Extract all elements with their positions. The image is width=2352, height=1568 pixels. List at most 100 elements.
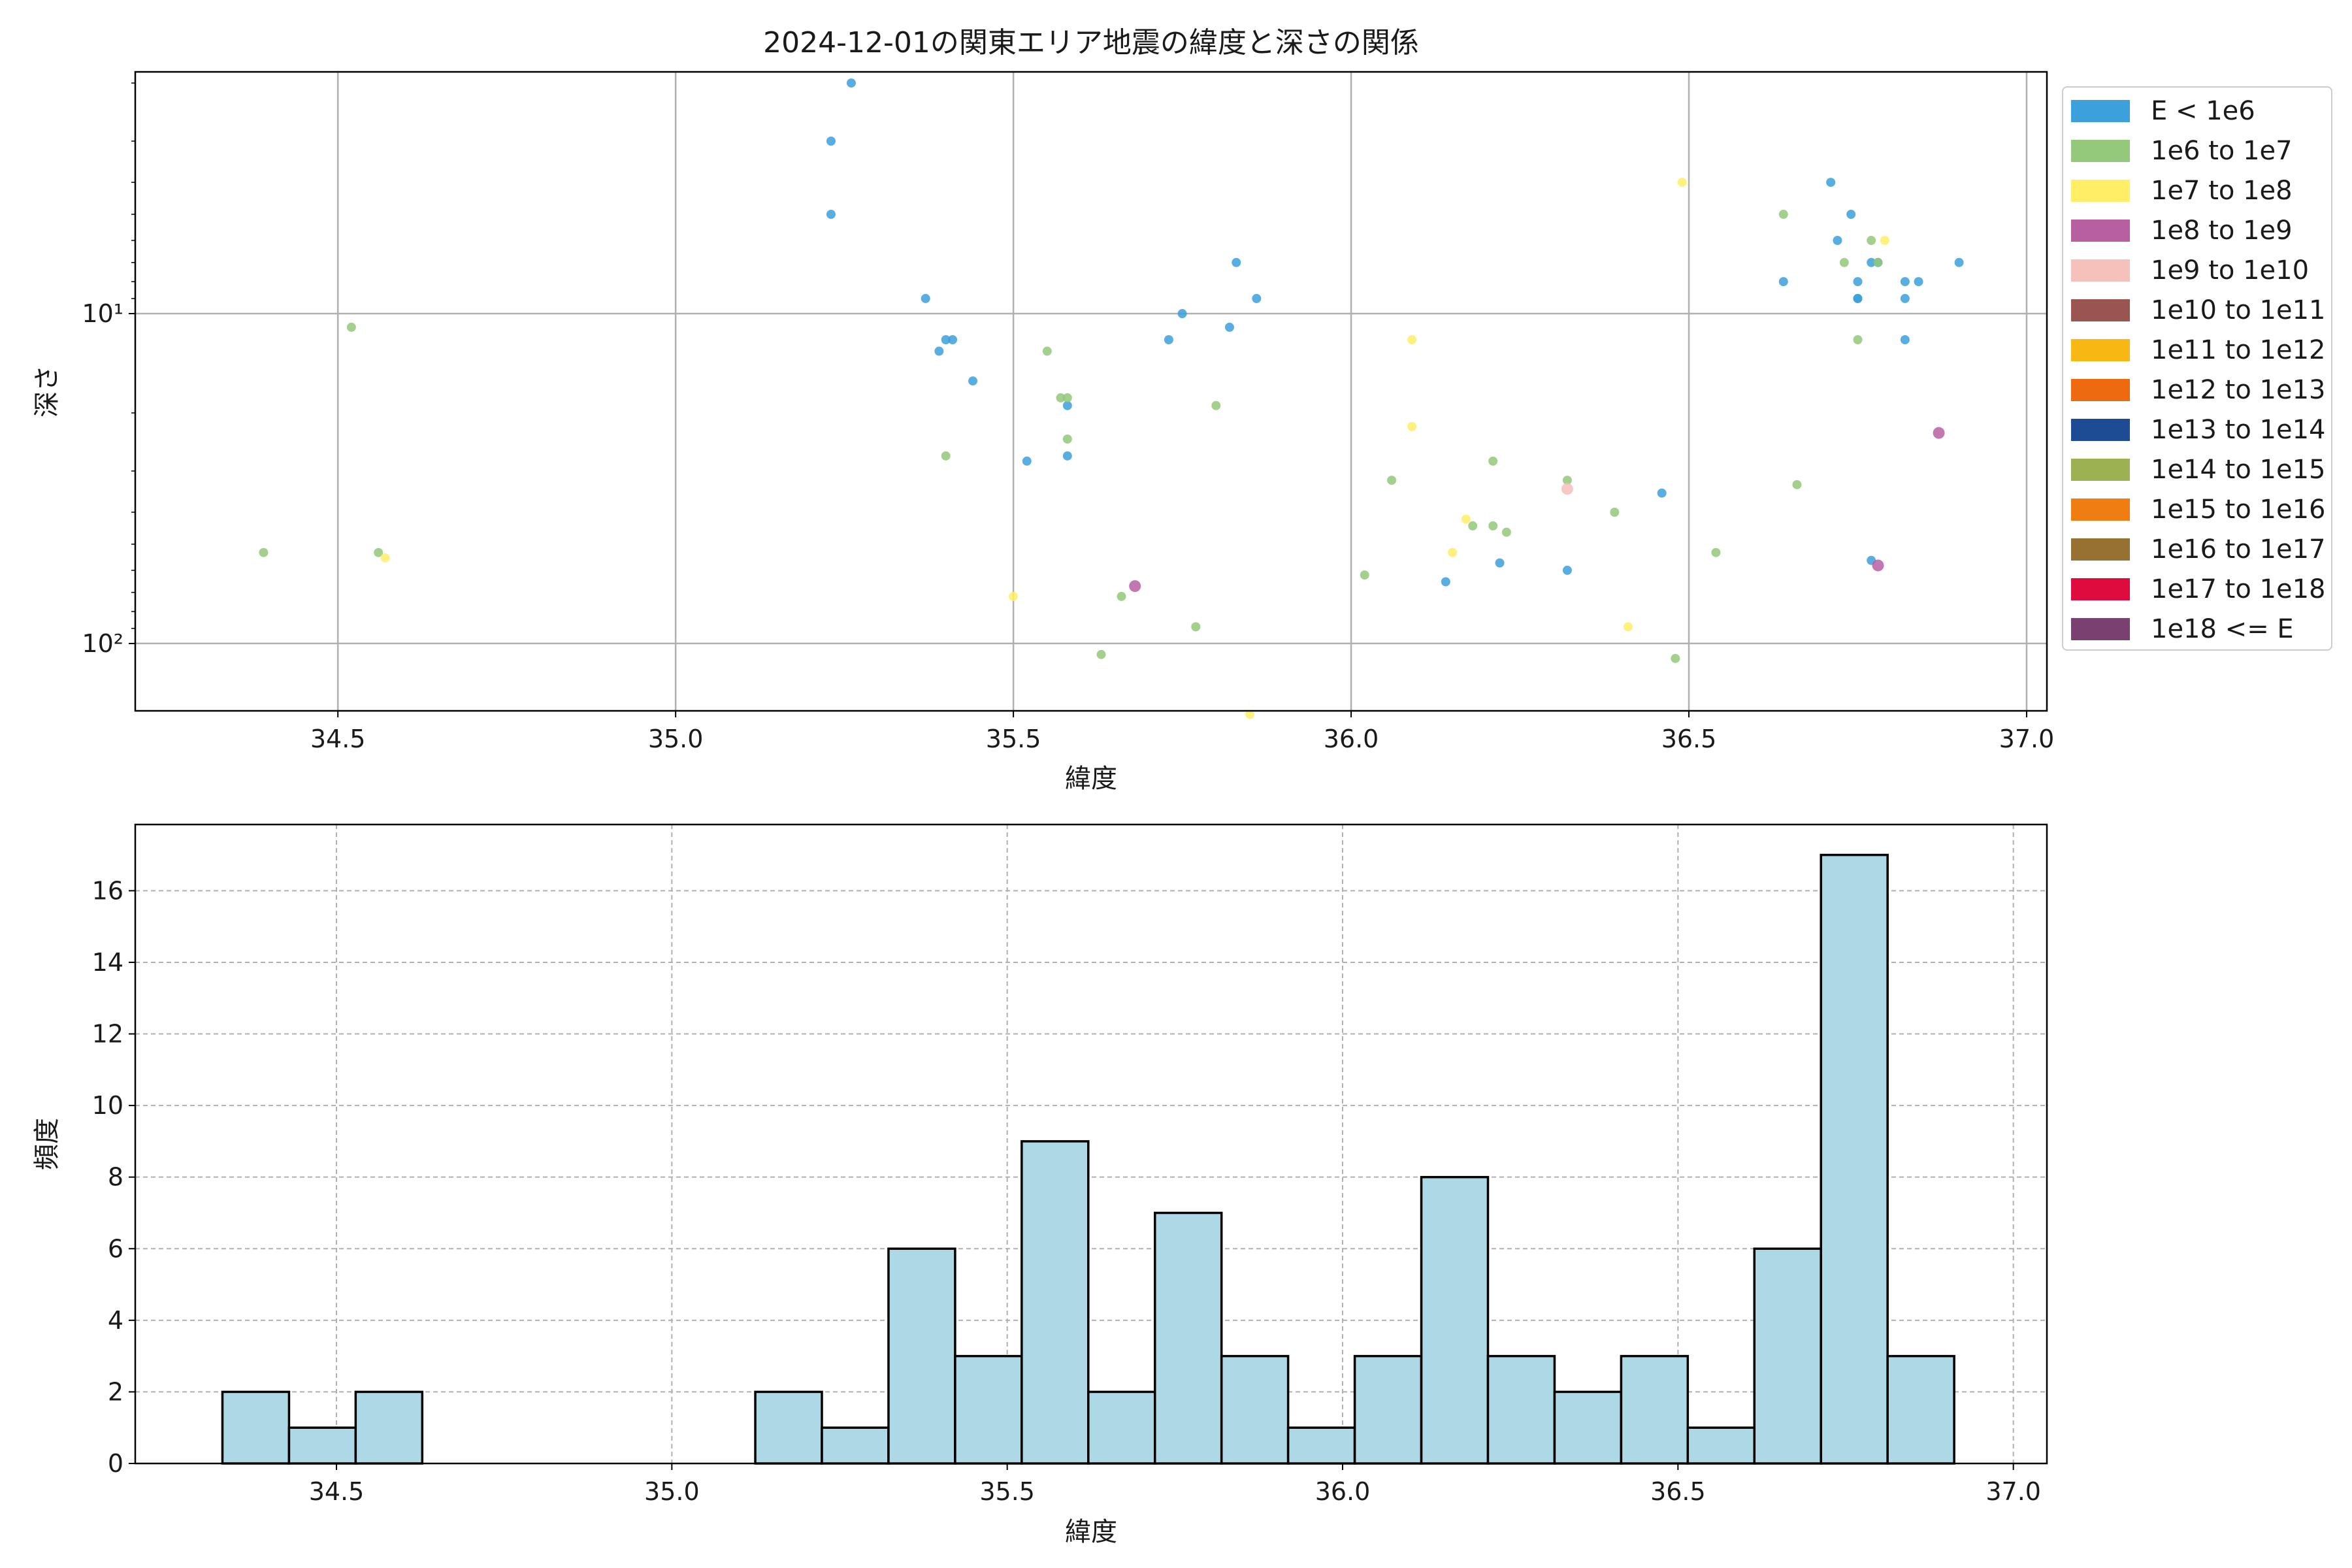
histogram-y-tick-label: 4: [108, 1306, 123, 1335]
legend-label: 1e14 to 1e15: [2151, 455, 2326, 485]
histogram-bar: [1820, 853, 1889, 1465]
scatter-x-tick-label: 34.5: [310, 725, 366, 753]
scatter-plot: 34.5 35.0 35.5 36.0 36.5 37.0 10¹ 10² 緯度 深さ: [32, 71, 2054, 794]
scatter-point: [1900, 293, 1910, 303]
scatter-y-tick-label: 10²: [82, 629, 123, 658]
scatter-point: [1062, 434, 1072, 444]
scatter-point: [1872, 559, 1884, 572]
scatter-point: [1900, 335, 1910, 344]
histogram-bar: [1286, 1426, 1356, 1465]
scatter-point: [1561, 483, 1573, 495]
scatter-point: [1448, 547, 1458, 557]
legend-item: 1e9 to 1e10: [2071, 255, 2310, 286]
scatter-point: [1846, 210, 1856, 220]
scatter-point: [826, 210, 836, 220]
scatter-point: [1853, 277, 1863, 287]
histogram-bar: [287, 1426, 357, 1465]
scatter-point: [1792, 480, 1802, 489]
scatter-point: [259, 547, 269, 557]
legend-swatch: [2071, 419, 2130, 441]
scatter-point: [1853, 293, 1863, 303]
legend-label: 1e17 to 1e18: [2151, 574, 2326, 604]
scatter-point: [1833, 236, 1842, 246]
scatter-point: [1914, 277, 1923, 287]
scatter-point: [1407, 335, 1417, 344]
histogram-bar: [1021, 1140, 1090, 1465]
scatter-point: [1933, 427, 1945, 439]
legend-swatch: [2071, 180, 2130, 202]
histogram-bar: [954, 1354, 1023, 1465]
scatter-x-label: 緯度: [1065, 764, 1117, 794]
scatter-point: [1042, 346, 1052, 356]
histogram-bar: [1420, 1175, 1490, 1465]
scatter-point: [380, 553, 390, 563]
scatter-point: [1096, 649, 1106, 659]
legend-label: 1e9 to 1e10: [2151, 255, 2310, 286]
scatter-point: [346, 322, 356, 332]
scatter-point: [1495, 558, 1505, 568]
scatter-point: [1062, 400, 1072, 410]
histogram-bar: [821, 1426, 890, 1465]
histogram-bar: [1620, 1354, 1690, 1465]
scatter-point: [1711, 547, 1721, 557]
legend-swatch: [2071, 259, 2130, 282]
legend-item: 1e10 to 1e11: [2071, 295, 2326, 325]
scatter-point: [1062, 393, 1072, 402]
scatter-y-ticks: 10¹ 10²: [82, 82, 135, 658]
legend-item: 1e7 to 1e8: [2071, 176, 2293, 206]
scatter-x-ticks: 34.5 35.0 35.5 36.0 36.5 37.0: [310, 711, 2054, 753]
legend-label: 1e7 to 1e8: [2151, 176, 2293, 206]
histogram-y-tick-label: 12: [92, 1020, 123, 1049]
chart-title: 2024-12-01の関東エリア地震の緯度と深さの関係: [763, 26, 1419, 59]
legend-swatch: [2071, 538, 2130, 561]
legend: E < 1e6 1e6 to 1e7 1e7 to 1e8 1e8 to 1e9 1e9…: [2062, 86, 2332, 651]
legend-item: 1e6 to 1e7: [2071, 136, 2293, 166]
legend-item: 1e11 to 1e12: [2071, 335, 2326, 365]
scatter-point: [846, 78, 856, 88]
scatter-point: [1224, 322, 1234, 332]
histogram-x-tick-label: 35.0: [644, 1477, 700, 1506]
scatter-point: [1360, 570, 1369, 580]
histogram-bar: [1353, 1354, 1423, 1465]
legend-label: 1e16 to 1e17: [2151, 534, 2326, 564]
scatter-point: [1778, 277, 1788, 287]
histogram-bar: [1886, 1354, 1955, 1465]
legend-swatch: [2071, 339, 2130, 361]
legend-item: 1e18 <= E: [2071, 614, 2294, 644]
scatter-point: [1164, 335, 1173, 344]
histogram: 34.5 35.0 35.5 36.0 36.5 37.0 0 2 4 6 8 10 12 14 16 緯…: [32, 823, 2048, 1547]
legend-item: 1e17 to 1e18: [2071, 574, 2326, 604]
scatter-point: [1610, 508, 1620, 517]
legend-label: 1e13 to 1e14: [2151, 415, 2326, 445]
legend-swatch: [2071, 140, 2130, 162]
scatter-point: [1056, 393, 1066, 402]
legend-label: 1e12 to 1e13: [2151, 375, 2326, 405]
histogram-y-tick-label: 2: [108, 1377, 123, 1406]
scatter-point: [374, 547, 384, 557]
legend-swatch: [2071, 459, 2130, 481]
legend-label: 1e10 to 1e11: [2151, 295, 2326, 325]
scatter-point: [921, 293, 930, 303]
legend-swatch: [2071, 220, 2130, 242]
histogram-axes-frame: [134, 823, 2048, 1465]
scatter-point: [1853, 335, 1863, 344]
legend-item: 1e16 to 1e17: [2071, 534, 2326, 564]
scatter-x-tick-label: 36.0: [1324, 725, 1379, 753]
histogram-y-tick-label: 14: [92, 948, 123, 977]
histogram-bar: [1153, 1211, 1223, 1465]
scatter-points: [259, 78, 1964, 719]
histogram-y-ticks: 0 2 4 6 8 10 12 14 16: [92, 876, 135, 1478]
scatter-point: [1461, 514, 1471, 524]
scatter-axes-frame: [134, 71, 2048, 712]
legend-item: 1e12 to 1e13: [2071, 375, 2326, 405]
legend-swatch: [2071, 299, 2130, 321]
scatter-point: [1954, 257, 1964, 267]
scatter-point: [1839, 257, 1849, 267]
legend-swatch: [2071, 100, 2130, 122]
scatter-point: [1117, 591, 1126, 601]
legend-item: 1e15 to 1e16: [2071, 495, 2326, 525]
scatter-x-tick-label: 35.5: [986, 725, 1041, 753]
scatter-point: [1867, 236, 1876, 246]
scatter-point: [1488, 521, 1498, 531]
